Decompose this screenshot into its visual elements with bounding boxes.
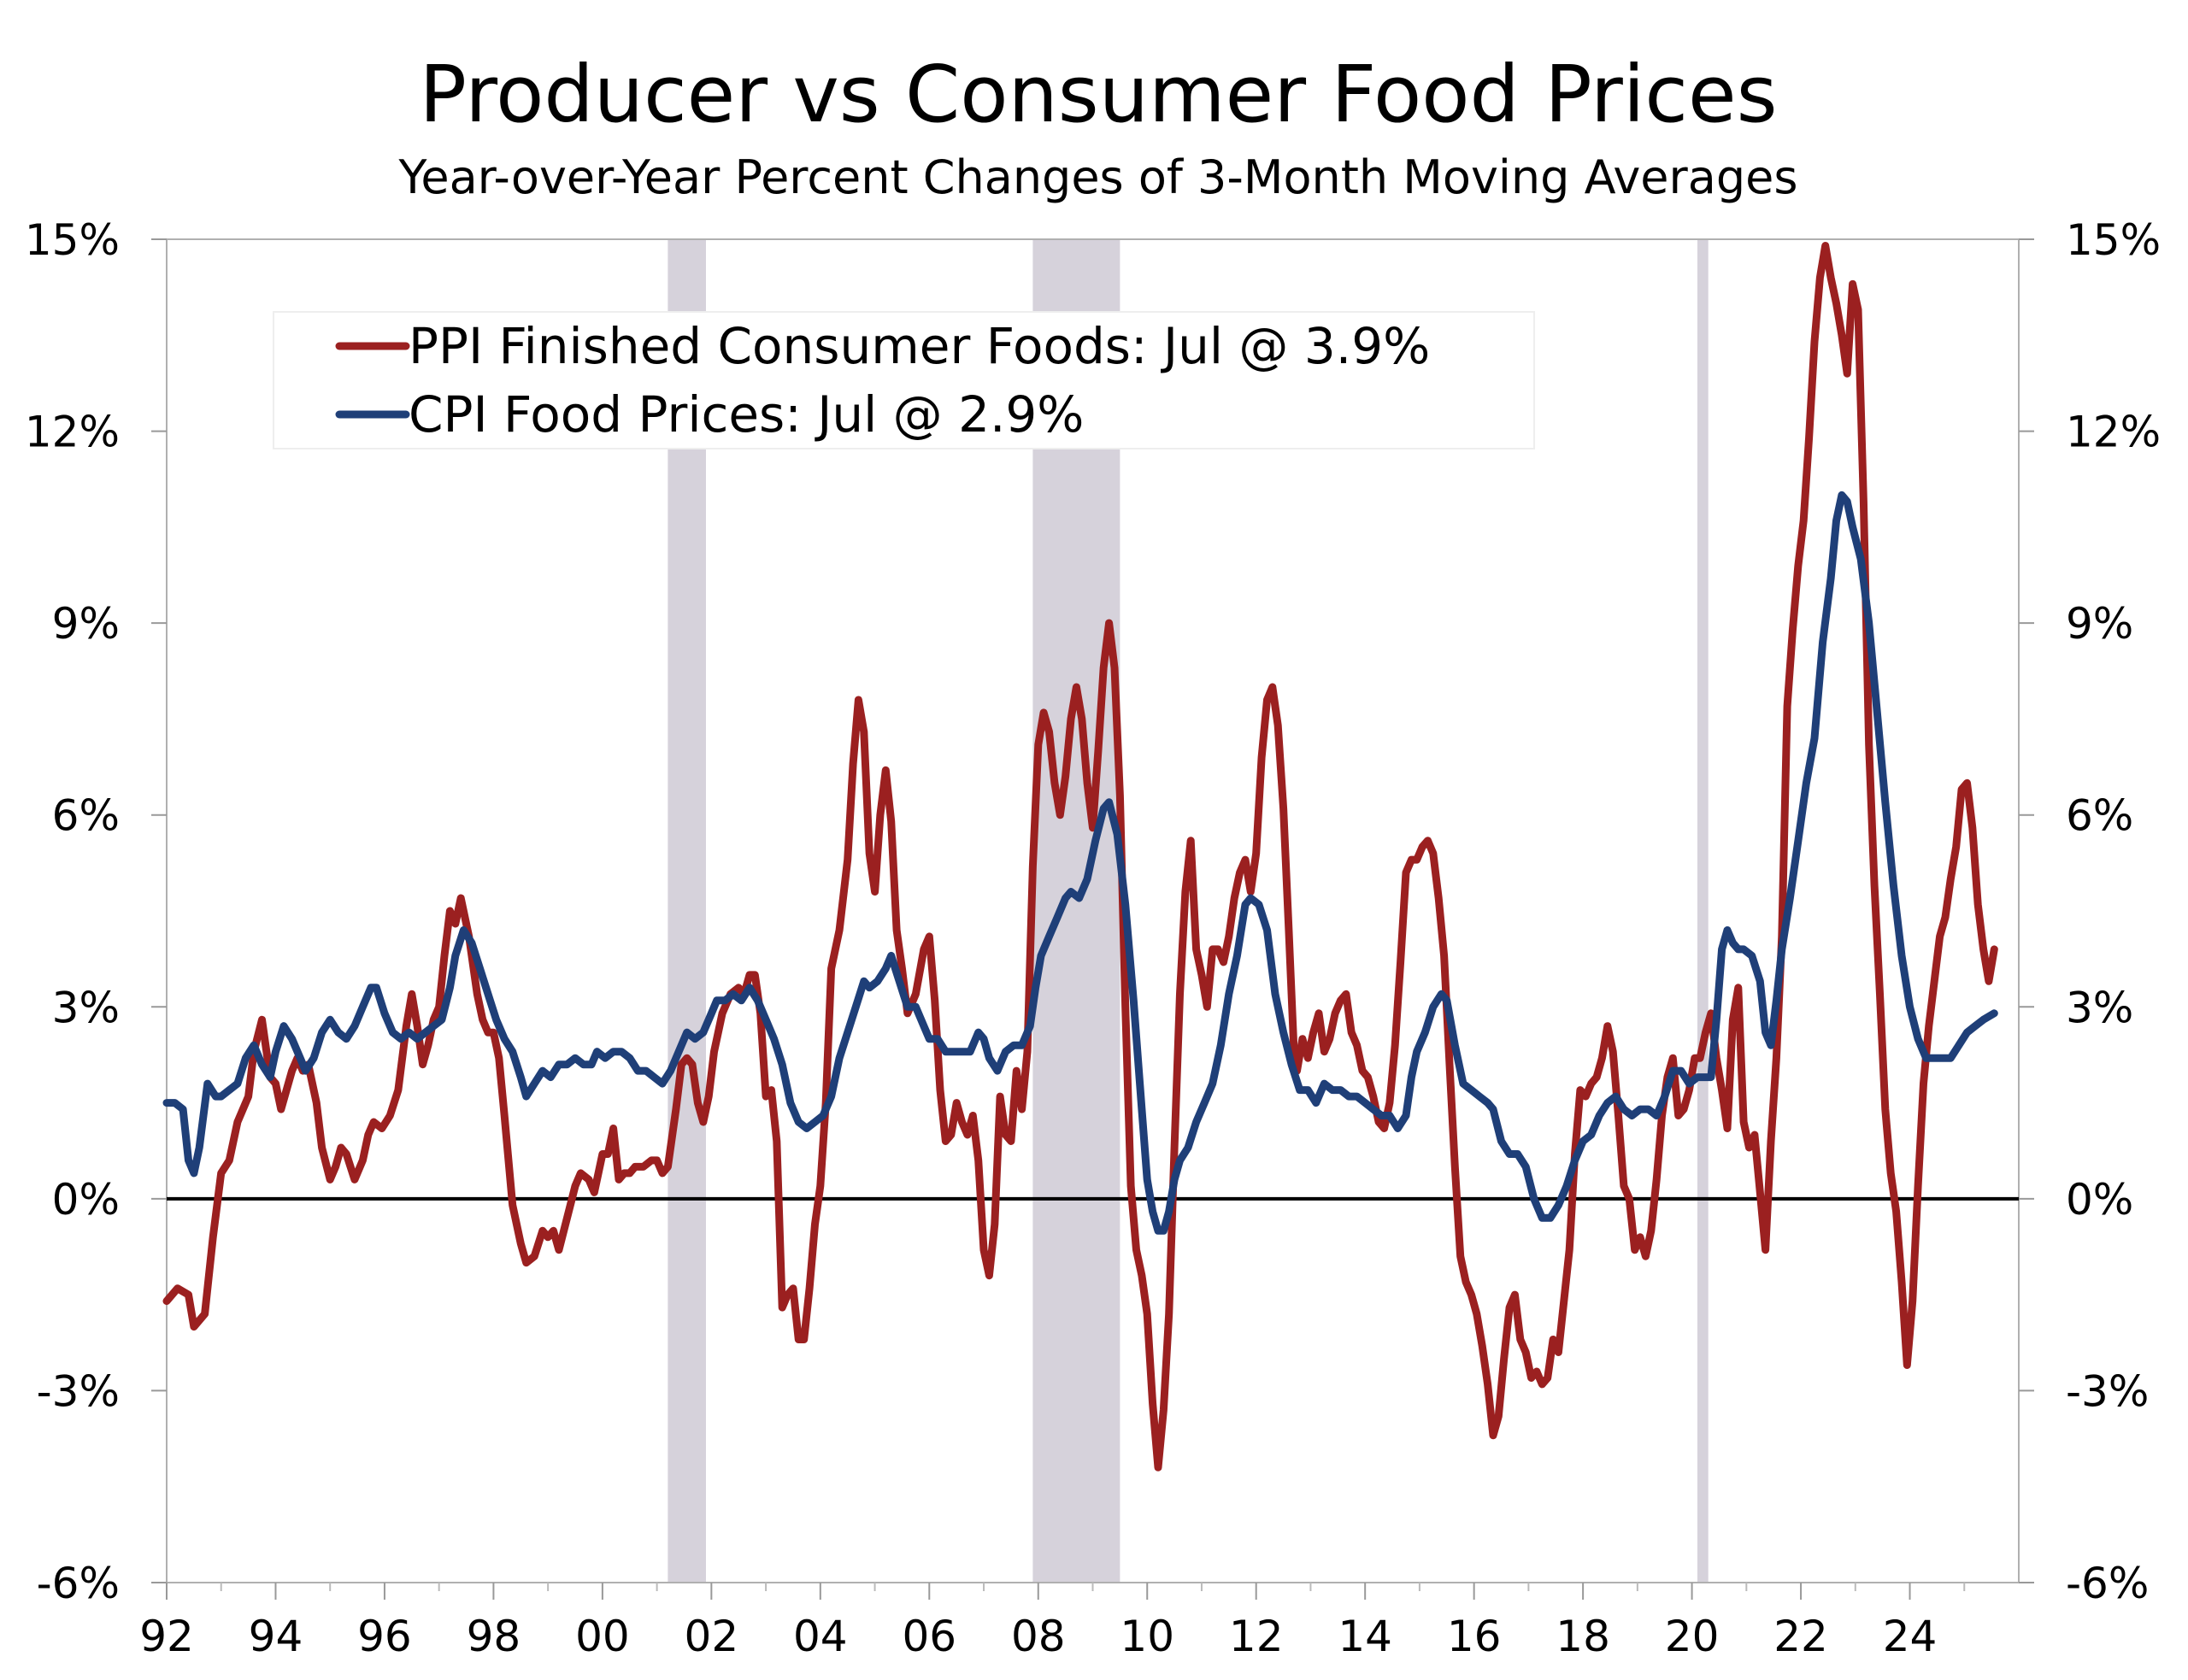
y-right-ticks: 15% 12% 9% 6% 3% 0% -3% -6% [2019, 215, 2161, 1608]
y-right-tick-label: 0% [2066, 1175, 2133, 1225]
x-tick-label: 02 [685, 1612, 739, 1661]
x-tick-label: 22 [1773, 1612, 1828, 1661]
recession-band-1 [1032, 239, 1120, 1583]
x-tick-label: 04 [793, 1612, 848, 1661]
series-ppi-line [162, 242, 1998, 1471]
chart-subtitle: Year-over-Year Percent Changes of 3-Mont… [398, 150, 1798, 204]
y-right-tick-label: 6% [2066, 791, 2133, 841]
x-tick-label: 00 [575, 1612, 630, 1661]
series-cpi-line [162, 490, 1998, 1235]
x-tick-label: 98 [467, 1612, 521, 1661]
y-right-tick-label: -6% [2066, 1559, 2149, 1608]
chart-title: Producer vs Consumer Food Prices [419, 49, 1777, 140]
x-ticks: 92 94 96 98 00 02 04 06 08 10 12 14 16 18 20 22 24 [139, 1583, 1966, 1661]
x-tick-label: 16 [1447, 1612, 1502, 1661]
y-right-tick-label: 12% [2066, 408, 2161, 457]
x-tick-label: 94 [249, 1612, 303, 1661]
x-tick-label: 06 [902, 1612, 956, 1661]
x-tick-label: 24 [1883, 1612, 1938, 1661]
x-tick-label: 20 [1665, 1612, 1720, 1661]
x-tick-label: 12 [1229, 1612, 1284, 1661]
y-left-ticks: 15% 12% 9% 6% 3% 0% -3% -6% [25, 215, 167, 1608]
y-left-tick-label: 12% [25, 408, 120, 457]
x-tick-label: 14 [1338, 1612, 1392, 1661]
x-tick-label: 96 [357, 1612, 412, 1661]
legend-label-cpi: CPI Food Prices: Jul @ 2.9% [409, 385, 1084, 443]
y-left-tick-label: -6% [37, 1559, 120, 1608]
y-left-tick-label: -3% [37, 1366, 120, 1416]
y-right-tick-label: 15% [2066, 215, 2161, 265]
y-left-tick-label: 3% [52, 983, 120, 1032]
recession-band-2 [1697, 239, 1709, 1583]
recession-band-0 [668, 239, 706, 1583]
legend: PPI Finished Consumer Foods: Jul @ 3.9% … [273, 311, 1535, 449]
y-right-tick-label: 9% [2066, 599, 2133, 649]
x-tick-label: 92 [139, 1612, 194, 1661]
x-tick-label: 10 [1120, 1612, 1174, 1661]
recession-bands [668, 239, 1709, 1583]
y-right-tick-label: -3% [2066, 1366, 2149, 1416]
y-left-tick-label: 6% [52, 791, 120, 841]
y-left-tick-label: 15% [25, 215, 120, 265]
legend-box [273, 311, 1535, 449]
y-left-tick-label: 0% [52, 1175, 120, 1225]
x-tick-label: 08 [1011, 1612, 1066, 1661]
x-tick-label: 18 [1556, 1612, 1610, 1661]
legend-label-ppi: PPI Finished Consumer Foods: Jul @ 3.9% [409, 317, 1430, 375]
y-left-tick-label: 9% [52, 599, 120, 649]
y-right-tick-label: 3% [2066, 983, 2133, 1032]
